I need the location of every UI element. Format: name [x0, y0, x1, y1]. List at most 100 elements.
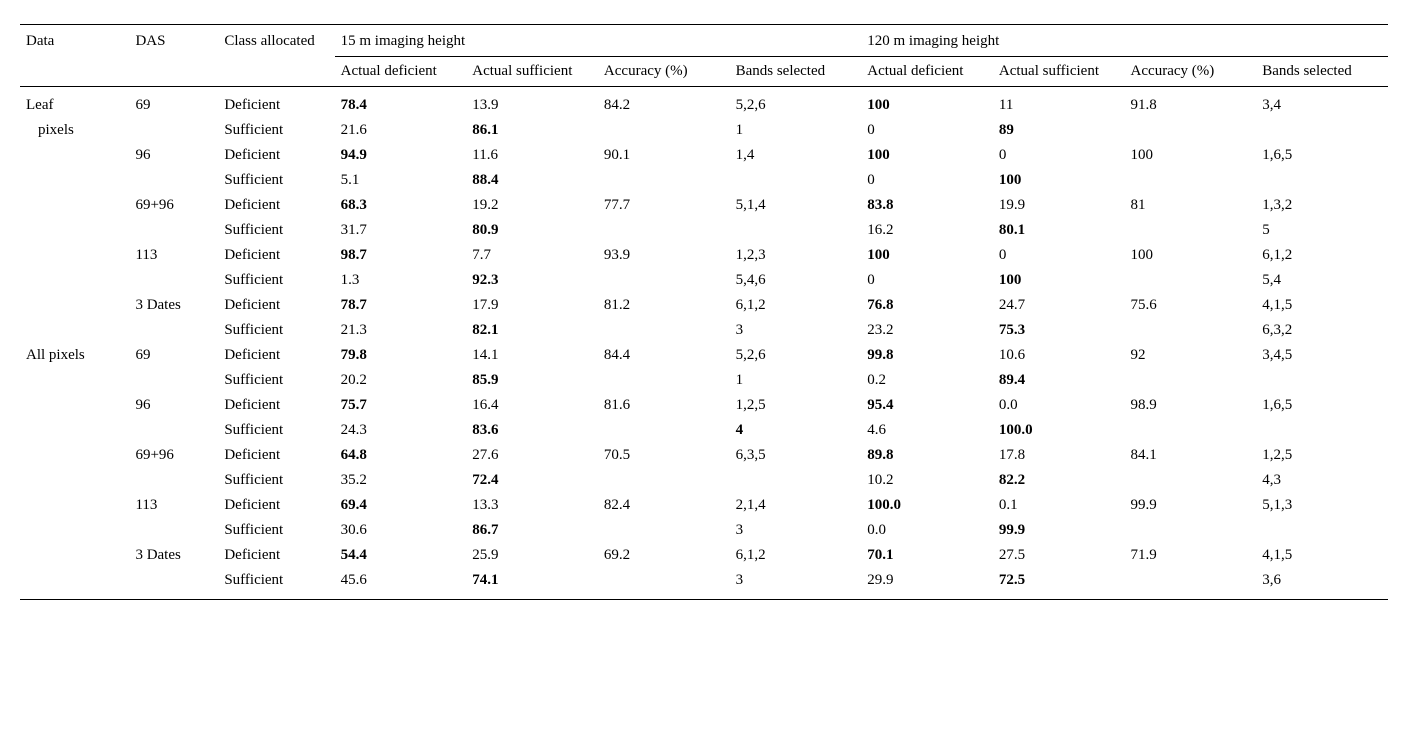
h120-bands: 3,6	[1256, 568, 1388, 600]
das-value	[129, 418, 218, 443]
col-15-actual-deficient: Actual deficient	[335, 57, 467, 87]
data-label	[20, 393, 129, 418]
data-label	[20, 268, 129, 293]
h120-bands: 3,4,5	[1256, 343, 1388, 368]
h15-bands: 4	[730, 418, 862, 443]
h15-actual-sufficient: 11.6	[466, 143, 598, 168]
h120-actual-sufficient: 100.0	[993, 418, 1125, 443]
data-label	[20, 218, 129, 243]
das-value	[129, 518, 218, 543]
das-value: 3 Dates	[129, 543, 218, 568]
h120-actual-deficient: 23.2	[861, 318, 993, 343]
data-label	[20, 443, 129, 468]
data-label	[20, 468, 129, 493]
h15-accuracy: 81.2	[598, 293, 730, 318]
h15-actual-deficient: 54.4	[335, 543, 467, 568]
h120-accuracy: 92	[1125, 343, 1257, 368]
h120-actual-sufficient: 82.2	[993, 468, 1125, 493]
class-allocated: Deficient	[218, 543, 334, 568]
h15-actual-sufficient: 86.7	[466, 518, 598, 543]
h15-actual-deficient: 69.4	[335, 493, 467, 518]
data-label	[20, 143, 129, 168]
h15-accuracy	[598, 468, 730, 493]
h15-actual-sufficient: 86.1	[466, 118, 598, 143]
h120-bands: 4,3	[1256, 468, 1388, 493]
h15-bands: 6,1,2	[730, 543, 862, 568]
h15-bands: 1	[730, 368, 862, 393]
h15-accuracy: 82.4	[598, 493, 730, 518]
h15-bands: 5,1,4	[730, 193, 862, 218]
class-allocated: Sufficient	[218, 418, 334, 443]
h15-bands: 1,4	[730, 143, 862, 168]
h15-bands: 5,2,6	[730, 87, 862, 119]
h15-actual-deficient: 1.3	[335, 268, 467, 293]
class-allocated: Deficient	[218, 493, 334, 518]
data-label	[20, 318, 129, 343]
h120-actual-sufficient: 100	[993, 268, 1125, 293]
h120-actual-deficient: 0	[861, 268, 993, 293]
h15-bands: 3	[730, 568, 862, 600]
h15-actual-sufficient: 13.3	[466, 493, 598, 518]
h15-bands: 1,2,3	[730, 243, 862, 268]
h15-actual-sufficient: 17.9	[466, 293, 598, 318]
class-allocated: Deficient	[218, 243, 334, 268]
h15-actual-sufficient: 7.7	[466, 243, 598, 268]
h120-bands: 6,1,2	[1256, 243, 1388, 268]
h15-actual-deficient: 79.8	[335, 343, 467, 368]
h120-actual-sufficient: 19.9	[993, 193, 1125, 218]
table-row: Sufficient35.272.410.282.24,3	[20, 468, 1388, 493]
h120-accuracy	[1125, 318, 1257, 343]
h15-actual-deficient: 31.7	[335, 218, 467, 243]
data-label: Leaf	[20, 87, 129, 119]
h15-actual-sufficient: 83.6	[466, 418, 598, 443]
h15-bands: 3	[730, 518, 862, 543]
h120-actual-sufficient: 10.6	[993, 343, 1125, 368]
h15-accuracy	[598, 318, 730, 343]
data-label	[20, 368, 129, 393]
h15-actual-sufficient: 16.4	[466, 393, 598, 418]
h120-actual-deficient: 89.8	[861, 443, 993, 468]
h120-actual-sufficient: 0.0	[993, 393, 1125, 418]
h120-actual-sufficient: 17.8	[993, 443, 1125, 468]
data-label	[20, 243, 129, 268]
data-label	[20, 543, 129, 568]
h15-bands: 1,2,5	[730, 393, 862, 418]
h15-actual-deficient: 21.6	[335, 118, 467, 143]
data-label	[20, 493, 129, 518]
h15-actual-sufficient: 14.1	[466, 343, 598, 368]
h120-bands: 5,1,3	[1256, 493, 1388, 518]
das-value: 113	[129, 243, 218, 268]
table-row: Sufficient45.674.1329.972.53,6	[20, 568, 1388, 600]
class-allocated: Sufficient	[218, 518, 334, 543]
h120-accuracy	[1125, 118, 1257, 143]
class-allocated: Deficient	[218, 343, 334, 368]
col-data: Data	[20, 25, 129, 87]
h120-actual-deficient: 99.8	[861, 343, 993, 368]
h15-actual-sufficient: 25.9	[466, 543, 598, 568]
h120-accuracy	[1125, 218, 1257, 243]
h15-bands	[730, 168, 862, 193]
h120-accuracy: 99.9	[1125, 493, 1257, 518]
h120-actual-sufficient: 89	[993, 118, 1125, 143]
das-value: 69	[129, 343, 218, 368]
table-row: 69+96Deficient64.827.670.56,3,589.817.88…	[20, 443, 1388, 468]
h15-actual-deficient: 75.7	[335, 393, 467, 418]
class-allocated: Deficient	[218, 87, 334, 119]
h15-actual-sufficient: 13.9	[466, 87, 598, 119]
h120-actual-deficient: 100	[861, 243, 993, 268]
h15-accuracy: 90.1	[598, 143, 730, 168]
das-value: 69+96	[129, 193, 218, 218]
h15-actual-deficient: 64.8	[335, 443, 467, 468]
h120-accuracy	[1125, 468, 1257, 493]
h15-actual-deficient: 45.6	[335, 568, 467, 600]
h15-actual-sufficient: 80.9	[466, 218, 598, 243]
col-120-actual-deficient: Actual deficient	[861, 57, 993, 87]
h120-bands	[1256, 118, 1388, 143]
table-row: 3 DatesDeficient54.425.969.26,1,270.127.…	[20, 543, 1388, 568]
h120-actual-deficient: 100	[861, 143, 993, 168]
h120-bands: 5	[1256, 218, 1388, 243]
h15-accuracy: 84.2	[598, 87, 730, 119]
h120-accuracy	[1125, 268, 1257, 293]
h120-bands	[1256, 518, 1388, 543]
class-allocated: Sufficient	[218, 368, 334, 393]
